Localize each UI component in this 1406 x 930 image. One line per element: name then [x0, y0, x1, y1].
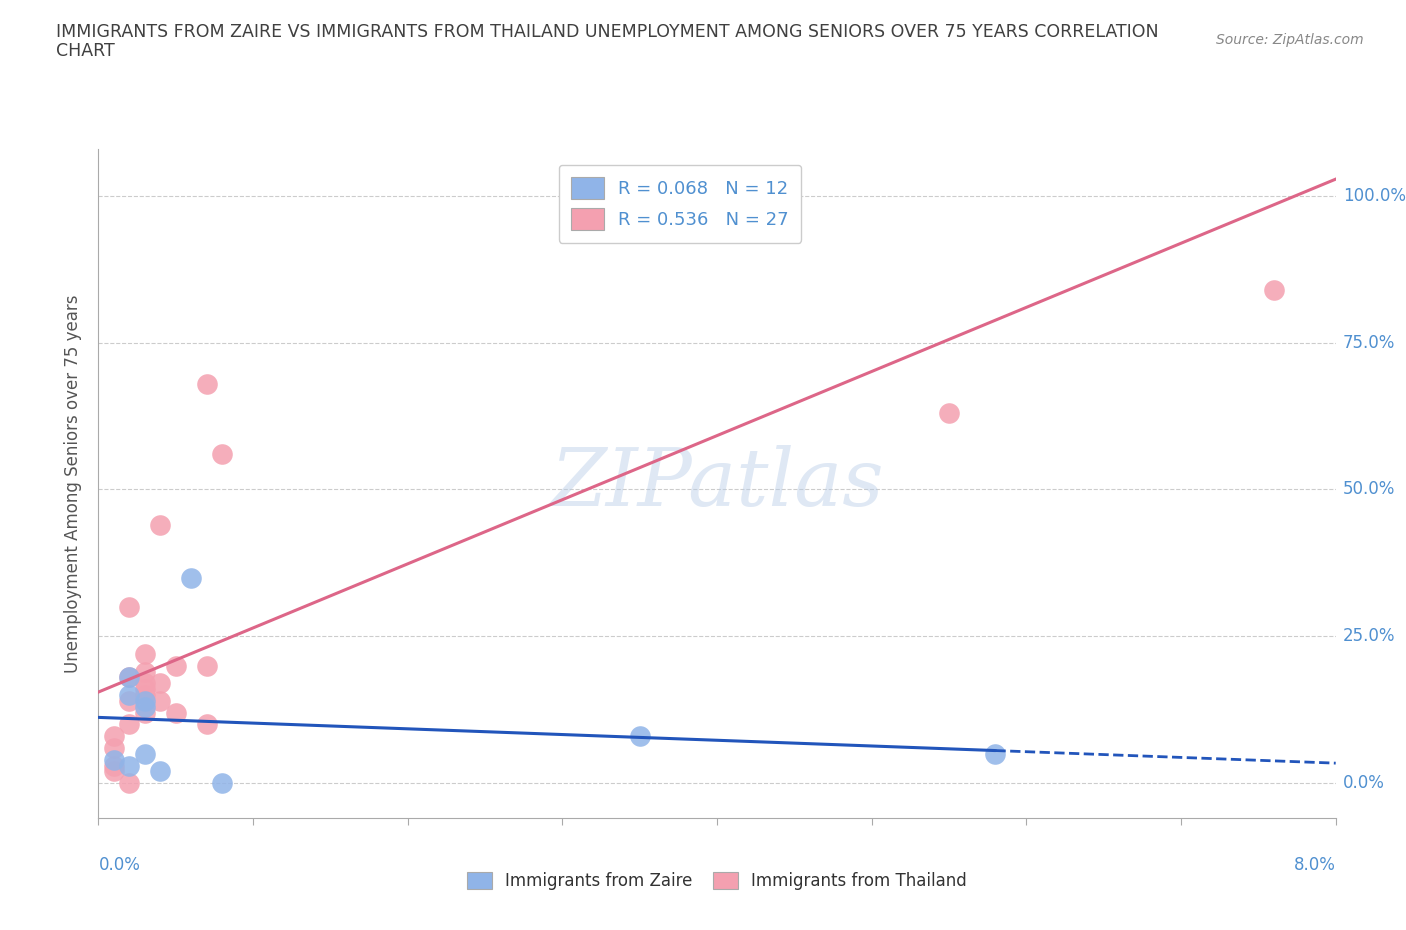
- Point: [118, 670, 141, 684]
- Point: [690, 218, 713, 232]
- Point: [149, 694, 172, 709]
- Point: [195, 717, 218, 732]
- Point: [195, 377, 218, 392]
- Point: [165, 658, 187, 673]
- Text: 75.0%: 75.0%: [1343, 334, 1395, 352]
- Point: [195, 658, 218, 673]
- Text: 8.0%: 8.0%: [1294, 856, 1336, 873]
- Point: [118, 758, 141, 773]
- Text: 0.0%: 0.0%: [98, 856, 141, 873]
- Point: [984, 747, 1007, 762]
- Point: [103, 764, 125, 778]
- Point: [1263, 283, 1285, 298]
- Point: [149, 676, 172, 691]
- Point: [134, 664, 156, 679]
- Text: 0.0%: 0.0%: [1343, 774, 1385, 792]
- Point: [134, 747, 156, 762]
- Point: [134, 646, 156, 661]
- Point: [134, 687, 156, 702]
- Point: [134, 699, 156, 714]
- Text: 100.0%: 100.0%: [1343, 187, 1406, 205]
- Point: [180, 570, 202, 585]
- Point: [118, 717, 141, 732]
- Point: [149, 517, 172, 532]
- Text: CHART: CHART: [56, 42, 115, 60]
- Point: [103, 729, 125, 744]
- Point: [103, 740, 125, 755]
- Point: [628, 729, 651, 744]
- Point: [118, 670, 141, 684]
- Text: IMMIGRANTS FROM ZAIRE VS IMMIGRANTS FROM THAILAND UNEMPLOYMENT AMONG SENIORS OVE: IMMIGRANTS FROM ZAIRE VS IMMIGRANTS FROM…: [56, 23, 1159, 41]
- Point: [103, 758, 125, 773]
- Text: 25.0%: 25.0%: [1343, 628, 1395, 645]
- Point: [118, 600, 141, 615]
- Point: [118, 694, 141, 709]
- Point: [938, 405, 960, 420]
- Y-axis label: Unemployment Among Seniors over 75 years: Unemployment Among Seniors over 75 years: [65, 295, 83, 672]
- Point: [134, 682, 156, 697]
- Point: [118, 687, 141, 702]
- Text: ZIPatlas: ZIPatlas: [550, 445, 884, 523]
- Point: [134, 676, 156, 691]
- Point: [103, 752, 125, 767]
- Point: [211, 776, 233, 790]
- Text: Source: ZipAtlas.com: Source: ZipAtlas.com: [1216, 33, 1364, 46]
- Point: [134, 705, 156, 720]
- Point: [134, 694, 156, 709]
- Legend: Immigrants from Zaire, Immigrants from Thailand: Immigrants from Zaire, Immigrants from T…: [461, 866, 973, 897]
- Point: [211, 446, 233, 461]
- Text: 50.0%: 50.0%: [1343, 481, 1395, 498]
- Point: [165, 705, 187, 720]
- Point: [149, 764, 172, 778]
- Point: [118, 776, 141, 790]
